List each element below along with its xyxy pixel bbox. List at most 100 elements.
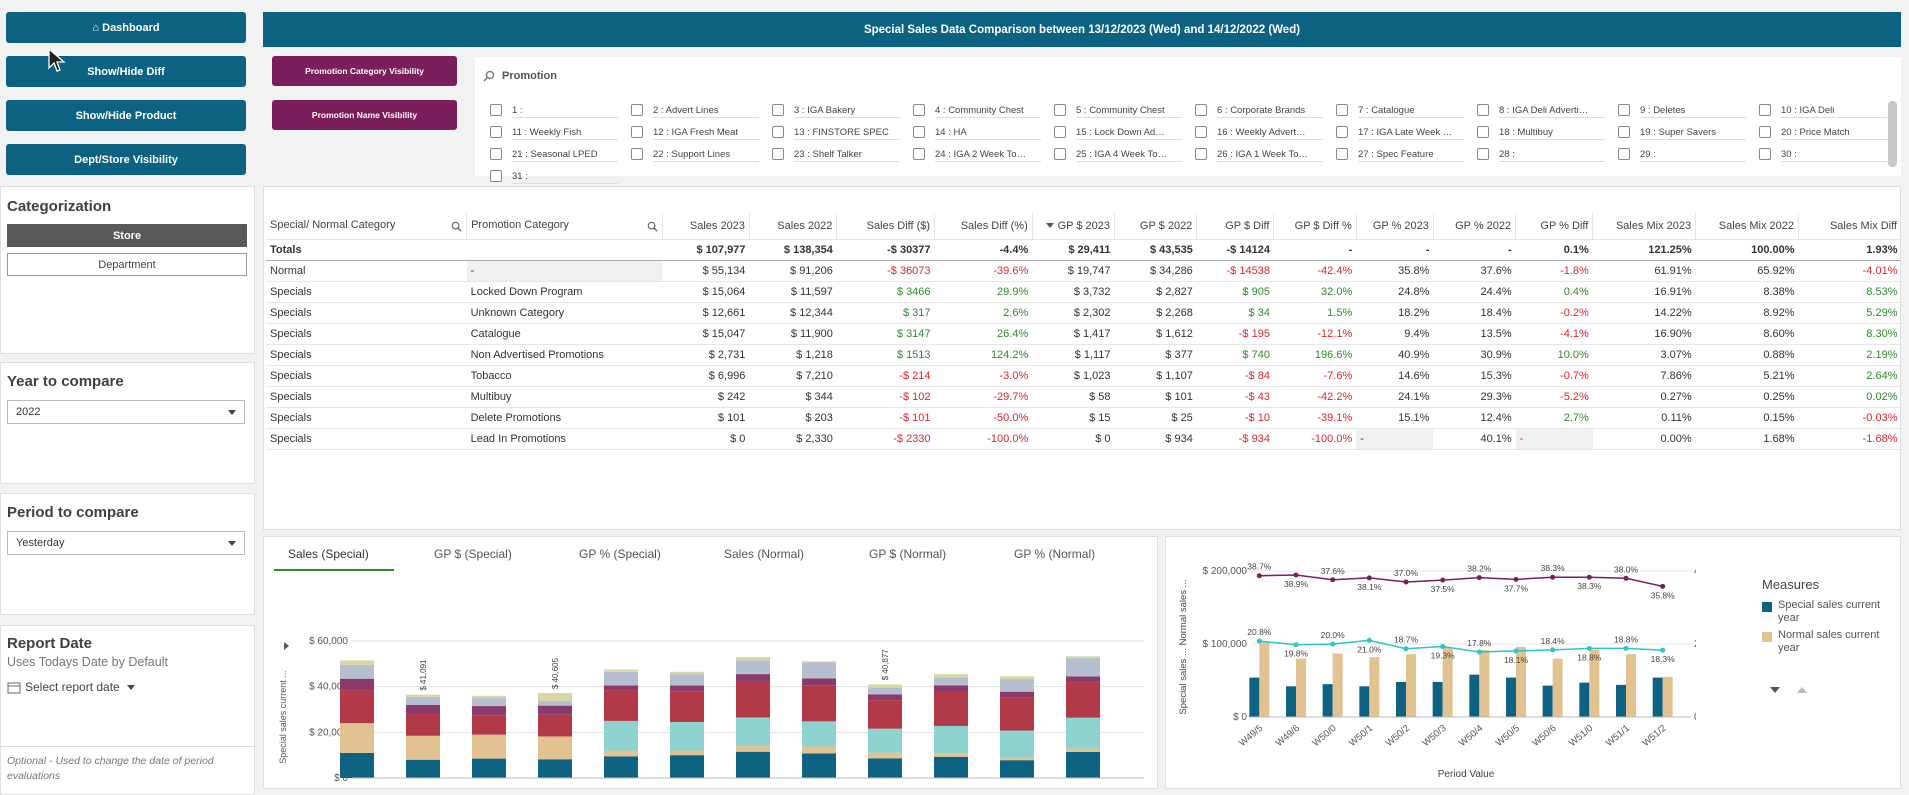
promotion-checkbox-item[interactable]: 3 : IGA Bakery xyxy=(772,102,902,118)
bar[interactable] xyxy=(1359,686,1370,717)
column-header[interactable]: Sales Mix 2023 xyxy=(1592,213,1697,240)
line-point[interactable] xyxy=(1513,576,1519,582)
period-select[interactable]: Yesterday xyxy=(7,531,245,555)
bar-segment[interactable] xyxy=(1066,682,1100,718)
column-header[interactable]: Sales 2022 xyxy=(749,213,838,240)
checkbox[interactable] xyxy=(1477,148,1489,160)
column-header[interactable]: GP $ Diff xyxy=(1196,213,1275,240)
table-row[interactable]: Specials Multibuy $ 242 $ 344 -$ 102 -29.7% $ … xyxy=(266,386,1900,408)
checkbox[interactable] xyxy=(1195,104,1207,116)
table-row[interactable]: Normal - $ 55,134 $ 91,206 -$ 36073 -39.6% $ 1… xyxy=(266,260,1900,282)
line-point[interactable] xyxy=(1623,575,1629,581)
column-header[interactable]: Promotion Category xyxy=(466,213,663,240)
promotion-checkbox-item[interactable]: 25 : IGA 4 Week To… xyxy=(1054,146,1184,162)
line-point[interactable] xyxy=(1550,647,1556,653)
bar-segment[interactable] xyxy=(868,687,902,695)
bar-segment[interactable] xyxy=(604,669,638,672)
bar-segment[interactable] xyxy=(868,700,902,729)
bar-segment[interactable] xyxy=(1000,760,1034,778)
promotion-checkbox-item[interactable]: 10 : IGA Deli xyxy=(1759,102,1889,118)
checkbox[interactable] xyxy=(913,126,925,138)
checkbox[interactable] xyxy=(1054,148,1066,160)
legend-scroll-up-icon[interactable] xyxy=(1797,687,1807,693)
dashboard-button[interactable]: ⌂ Dashboard xyxy=(6,12,246,43)
bar-segment[interactable] xyxy=(868,752,902,759)
bar-segment[interactable] xyxy=(736,660,770,675)
promotion-checkbox-item[interactable]: 7 : Catalogue xyxy=(1336,102,1466,118)
bar-segment[interactable] xyxy=(1066,656,1100,659)
bar-segment[interactable] xyxy=(736,717,770,747)
bar[interactable] xyxy=(1542,685,1553,717)
bar[interactable] xyxy=(1249,677,1260,717)
bar-segment[interactable] xyxy=(472,698,506,707)
line-point[interactable] xyxy=(1330,641,1336,647)
bar-segment[interactable] xyxy=(934,725,968,754)
store-toggle[interactable]: Store xyxy=(7,224,247,247)
line-point[interactable] xyxy=(1293,642,1299,648)
table-row[interactable]: Totals $ 107,977 $ 138,354 -$ 30377 -4.4% $ 2… xyxy=(266,239,1900,261)
bar-segment[interactable] xyxy=(670,750,704,756)
bar-segment[interactable] xyxy=(604,685,638,691)
bar-segment[interactable] xyxy=(1066,676,1100,683)
line-point[interactable] xyxy=(1660,583,1666,589)
checkbox[interactable] xyxy=(490,126,502,138)
checkbox[interactable] xyxy=(1618,126,1630,138)
promotion-checkbox-item[interactable]: 5 : Community Chest xyxy=(1054,102,1184,118)
table-row[interactable]: Specials Unknown Category $ 12,661 $ 12,344… xyxy=(266,302,1900,324)
column-header[interactable]: Sales Diff ($) xyxy=(836,213,936,240)
bar-segment[interactable] xyxy=(472,758,506,778)
line-point[interactable] xyxy=(1256,638,1262,644)
bar-segment[interactable] xyxy=(1066,751,1100,778)
legend-item[interactable]: Normal sales current year xyxy=(1762,629,1892,655)
checkbox[interactable] xyxy=(631,148,643,160)
bar-segment[interactable] xyxy=(1000,757,1034,761)
bar-segment[interactable] xyxy=(736,680,770,718)
department-toggle[interactable]: Department xyxy=(7,253,247,276)
tab-sales-special[interactable]: Sales (Special) xyxy=(288,547,369,561)
bar-segment[interactable] xyxy=(1000,730,1034,758)
bar-segment[interactable] xyxy=(868,694,902,701)
bar-segment[interactable] xyxy=(934,753,968,757)
column-header[interactable]: Sales Mix 2022 xyxy=(1695,213,1800,240)
search-icon[interactable] xyxy=(451,221,462,232)
line-point[interactable] xyxy=(1513,648,1519,654)
table-row[interactable]: Specials Delete Promotions $ 101 $ 203 -$ 10… xyxy=(266,407,1900,429)
tab-gp-normal[interactable]: GP % (Normal) xyxy=(1014,547,1096,561)
checkbox[interactable] xyxy=(1618,148,1630,160)
bar-segment[interactable] xyxy=(736,656,770,661)
bar-segment[interactable] xyxy=(1000,676,1034,680)
bar-segment[interactable] xyxy=(868,758,902,778)
checkbox[interactable] xyxy=(913,148,925,160)
bar-segment[interactable] xyxy=(934,685,968,692)
bar[interactable] xyxy=(1662,676,1673,717)
promotion-checkbox-item[interactable]: 16 : Weekly Advert… xyxy=(1195,124,1325,140)
tab-sales-normal[interactable]: Sales (Normal) xyxy=(724,547,805,561)
show-hide-product-button[interactable]: Show/Hide Product xyxy=(6,100,246,131)
bar-segment[interactable] xyxy=(340,690,374,724)
bar-segment[interactable] xyxy=(538,705,572,715)
promotion-checkbox-item[interactable]: 28 : xyxy=(1477,146,1607,162)
promotion-checkbox-item[interactable]: 26 : IGA 1 Week To… xyxy=(1195,146,1325,162)
bar-segment[interactable] xyxy=(340,752,374,778)
checkbox[interactable] xyxy=(490,148,502,160)
column-header[interactable]: Sales Mix Diff xyxy=(1798,213,1900,240)
bar[interactable] xyxy=(1259,642,1270,717)
bar[interactable] xyxy=(1296,658,1306,717)
promotion-checkbox-item[interactable]: 12 : IGA Fresh Meat xyxy=(631,124,761,140)
bar-segment[interactable] xyxy=(736,751,770,778)
checkbox[interactable] xyxy=(772,126,784,138)
checkbox[interactable] xyxy=(913,104,925,116)
bar-segment[interactable] xyxy=(802,753,836,778)
bar-segment[interactable] xyxy=(670,674,704,686)
promotion-checkbox-item[interactable]: 21 : Seasonal LPED xyxy=(490,146,620,162)
bar[interactable] xyxy=(1579,682,1590,717)
bar-segment[interactable] xyxy=(670,691,704,723)
bar-segment[interactable] xyxy=(802,721,836,747)
bar-segment[interactable] xyxy=(934,674,968,678)
line-point[interactable] xyxy=(1403,646,1409,652)
bar-segment[interactable] xyxy=(472,695,506,699)
expand-icon[interactable] xyxy=(284,642,289,650)
checkbox[interactable] xyxy=(490,170,502,182)
promotion-checkbox-item[interactable]: 9 : Deletes xyxy=(1618,102,1748,118)
promotion-checkbox-item[interactable]: 24 : IGA 2 Week To… xyxy=(913,146,1043,162)
